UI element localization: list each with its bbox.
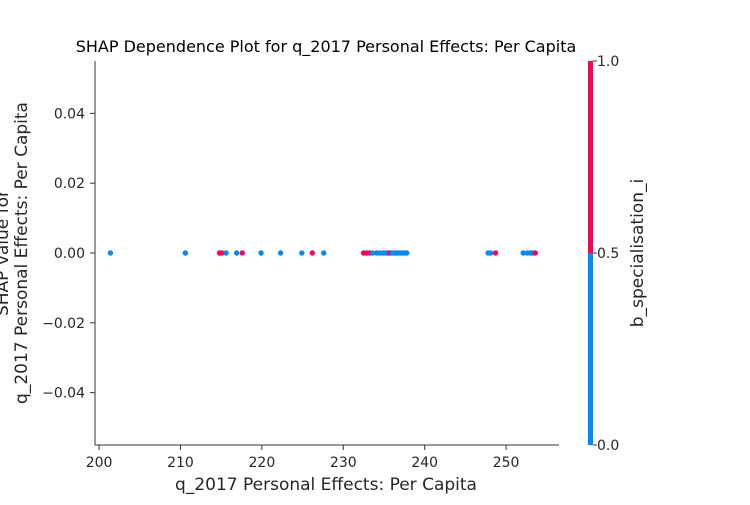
colorbar-label: b_specialisation_i [628, 179, 648, 327]
colorbar [588, 61, 593, 445]
scatter-points [107, 250, 539, 256]
scatter-point [277, 250, 284, 256]
scatter-point [299, 250, 305, 256]
colorbar-tick-label: 0.5 [597, 246, 619, 262]
scatter-point [107, 250, 114, 256]
scatter-point [404, 250, 410, 256]
x-tick-label: 200 [86, 455, 113, 471]
y-tick-label: −0.02 [42, 316, 85, 332]
scatter-point [321, 250, 327, 256]
x-tick-label: 210 [167, 455, 194, 471]
scatter-point [239, 250, 246, 256]
colorbar-tick-label: 0.0 [597, 438, 619, 454]
x-tick-label: 250 [493, 455, 520, 471]
colorbar-ticks: 1.0 0.5 0.0 [593, 54, 619, 454]
y-tick-label: −0.04 [42, 386, 85, 402]
scatter-point [182, 250, 189, 256]
x-tick-label: 240 [411, 455, 438, 471]
scatter-point [520, 250, 526, 256]
y-tick-label: 0.02 [54, 176, 85, 192]
y-axis-label-line1: SHAP value for [0, 190, 13, 316]
x-axis-label: q_2017 Personal Effects: Per Capita [175, 475, 477, 495]
x-ticks: 200 210 220 230 240 250 [86, 445, 520, 471]
y-ticks: 0.04 0.02 0.00 −0.02 −0.04 [42, 106, 95, 402]
scatter-point [309, 250, 316, 256]
y-tick-label: 0.04 [54, 106, 85, 122]
scatter-point [258, 250, 264, 256]
chart-title: SHAP Dependence Plot for q_2017 Personal… [76, 37, 577, 57]
scatter-point [532, 250, 539, 256]
scatter-point [219, 250, 225, 256]
x-tick-label: 220 [249, 455, 276, 471]
y-axis-label-line2: q_2017 Personal Effects: Per Capita [12, 102, 32, 404]
y-tick-label: 0.00 [54, 246, 85, 262]
scatter-point [223, 250, 229, 256]
scatter-point [492, 250, 499, 256]
scatter-point [233, 250, 240, 256]
colorbar-tick-label: 1.0 [597, 54, 619, 70]
scatter-point [487, 250, 494, 256]
scatter-point [369, 250, 376, 256]
x-tick-label: 230 [330, 455, 357, 471]
